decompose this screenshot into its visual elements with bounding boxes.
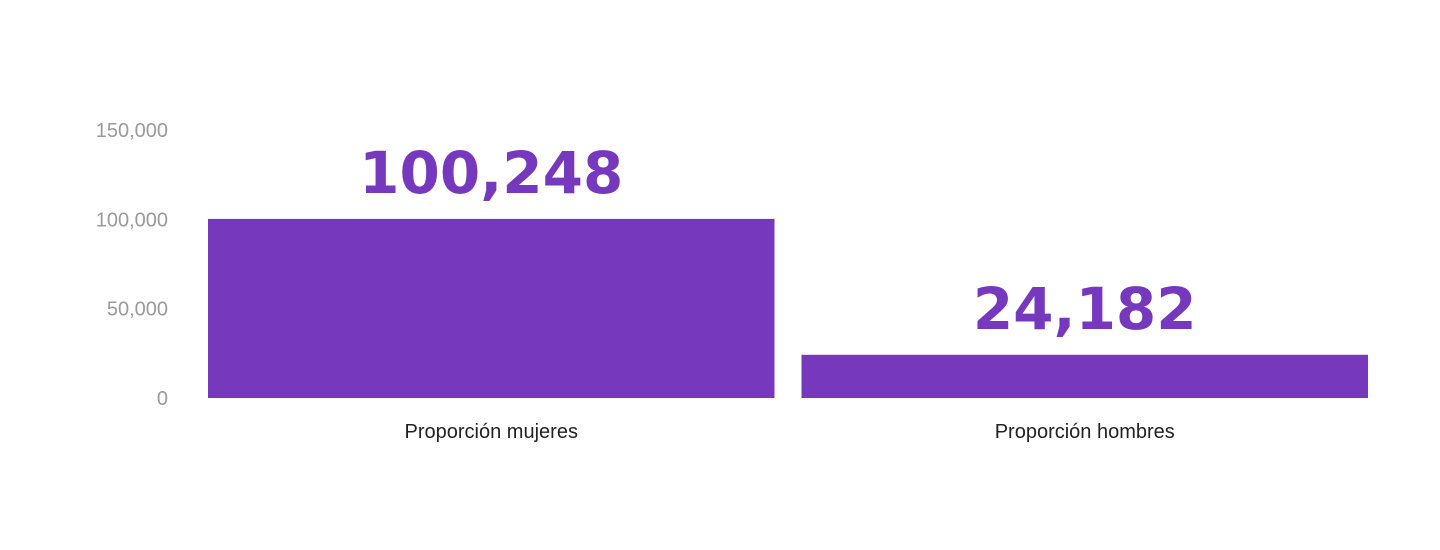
bar	[208, 218, 775, 398]
x-axis: Proporción mujeres Proporción hombres	[405, 421, 1175, 443]
y-tick-label: 0	[157, 388, 168, 410]
bars	[208, 218, 1368, 398]
x-category-label: Proporción hombres	[995, 421, 1175, 443]
y-tick-label: 100,000	[96, 209, 168, 231]
y-tick-label: 50,000	[107, 299, 168, 321]
bar-value-label: 24,182	[973, 275, 1197, 343]
y-axis: 0 50,000 100,000 150,000	[96, 120, 168, 410]
y-tick-label: 150,000	[96, 120, 168, 142]
bar-value-label: 100,248	[359, 139, 623, 207]
bar	[801, 354, 1368, 398]
value-labels: 100,248 24,182	[359, 139, 1197, 343]
x-category-label: Proporción mujeres	[405, 421, 578, 443]
